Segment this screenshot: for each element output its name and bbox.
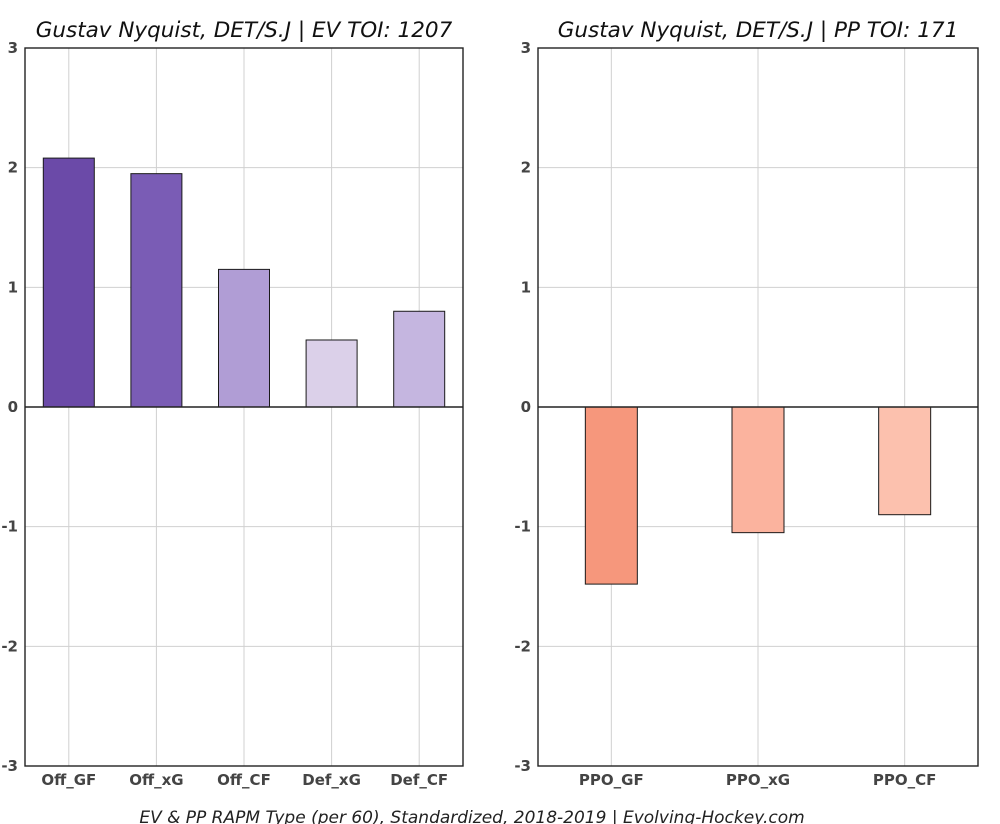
pp-y-tick-label: 3 bbox=[521, 39, 531, 57]
pp-y-tick-label: -2 bbox=[514, 637, 531, 655]
pp-y-tick-label: 2 bbox=[521, 159, 531, 177]
pp-y-tick-label: 1 bbox=[521, 278, 531, 296]
pp-y-tick-label: -1 bbox=[514, 518, 531, 536]
pp-y-tick-label: 0 bbox=[521, 398, 531, 416]
ev-x-tick-label: Off_GF bbox=[41, 771, 96, 789]
ev-y-tick-label: 3 bbox=[8, 39, 18, 57]
pp-y-tick-label: -3 bbox=[514, 757, 531, 775]
ev-x-tick-label: Off_CF bbox=[217, 771, 271, 789]
ev-bar-off-gf bbox=[42, 157, 95, 408]
ev-bar-off-xg bbox=[130, 173, 183, 408]
pp-bar-ppo-xg bbox=[731, 406, 785, 534]
ev-x-tick-label: Def_xG bbox=[302, 771, 361, 789]
ev-bar-def-xg bbox=[305, 339, 358, 408]
pp-x-tick-label: PPO_CF bbox=[873, 771, 937, 789]
ev-chart-title: Gustav Nyquist, DET/S.J | EV TOI: 1207 bbox=[36, 18, 453, 43]
ev-rapm-panel: Gustav Nyquist, DET/S.J | EV TOI: 1207 -3… bbox=[1, 18, 464, 789]
ev-y-tick-label: -2 bbox=[1, 637, 18, 655]
pp-x-tick-label: PPO_GF bbox=[579, 771, 644, 789]
ev-y-tick-label: 1 bbox=[8, 278, 18, 296]
pp-rapm-panel: Gustav Nyquist, DET/S.J | PP TOI: 171 -3 -… bbox=[514, 18, 979, 789]
ev-x-tick-label: Off_xG bbox=[129, 771, 183, 789]
pp-plot-frame bbox=[537, 47, 979, 767]
pp-bar-ppo-gf bbox=[584, 406, 638, 585]
ev-plot-frame bbox=[24, 47, 464, 767]
ev-x-tick-label: Def_CF bbox=[390, 771, 448, 789]
figure-footer: EV & PP RAPM Type (per 60), Standardized… bbox=[139, 808, 804, 824]
ev-y-tick-label: 0 bbox=[8, 398, 18, 416]
ev-bar-off-cf bbox=[218, 268, 270, 408]
ev-y-tick-label: 2 bbox=[8, 159, 18, 177]
pp-bar-ppo-cf bbox=[878, 406, 932, 516]
pp-x-tick-label: PPO_xG bbox=[726, 771, 790, 789]
ev-y-tick-label: -1 bbox=[1, 518, 18, 536]
pp-chart-title: Gustav Nyquist, DET/S.J | PP TOI: 171 bbox=[558, 18, 959, 43]
ev-y-tick-label: -3 bbox=[1, 757, 18, 775]
ev-bar-def-cf bbox=[393, 310, 446, 408]
